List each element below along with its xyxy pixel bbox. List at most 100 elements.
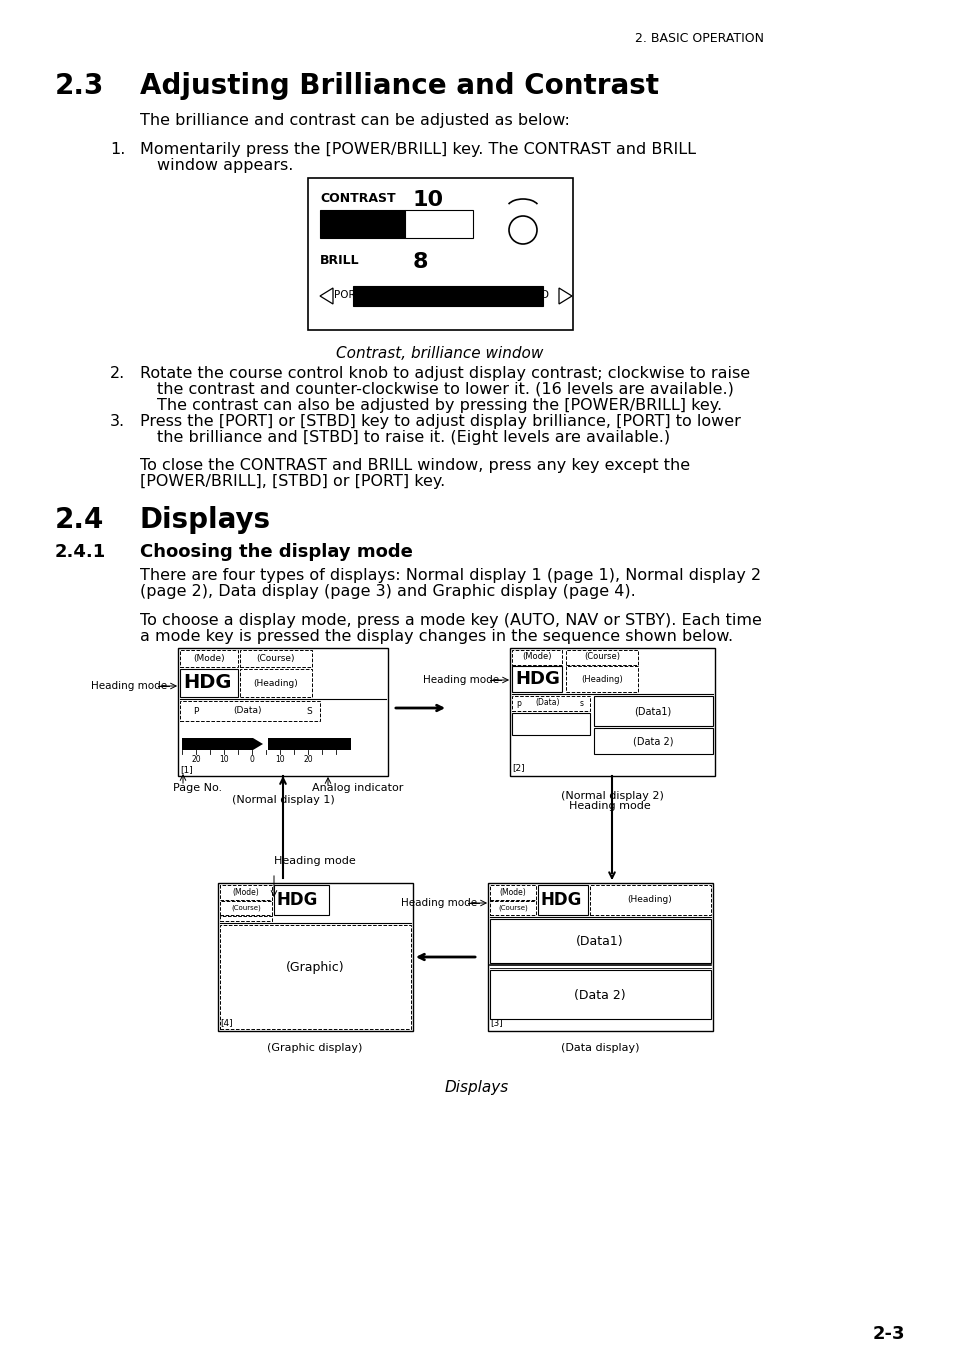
Bar (512, 696, 589, 711)
Text: Heading mode: Heading mode (400, 898, 476, 908)
Text: (Course): (Course) (583, 653, 619, 662)
Text: Heading mode: Heading mode (274, 857, 355, 866)
Text: Adjusting Brilliance and Contrast: Adjusting Brilliance and Contrast (140, 72, 659, 100)
Bar (512, 666, 561, 692)
Text: 2-3: 2-3 (872, 1325, 904, 1343)
Text: (Mode): (Mode) (233, 888, 259, 897)
Polygon shape (182, 738, 263, 750)
Text: a mode key is pressed the display changes in the sequence shown below.: a mode key is pressed the display change… (140, 630, 732, 644)
Bar (220, 916, 272, 921)
Bar (537, 885, 587, 915)
Text: (Data1): (Data1) (634, 707, 671, 716)
Bar (594, 696, 712, 725)
Text: (Graphic display): (Graphic display) (267, 1043, 362, 1052)
Text: (Course): (Course) (231, 905, 260, 912)
Text: Heading mode: Heading mode (91, 681, 167, 690)
Bar (594, 728, 712, 754)
Text: p: p (516, 698, 520, 708)
Text: (Data): (Data) (536, 698, 559, 708)
Text: (Heading): (Heading) (580, 674, 622, 684)
Text: (Heading): (Heading) (627, 896, 672, 905)
Text: Displays: Displays (444, 1079, 509, 1096)
Text: P: P (193, 707, 198, 716)
Text: HDG: HDG (183, 674, 232, 693)
Text: [2]: [2] (512, 763, 524, 773)
Text: There are four types of displays: Normal display 1 (page 1), Normal display 2: There are four types of displays: Normal… (140, 567, 760, 584)
Text: 10: 10 (219, 755, 229, 765)
Text: the contrast and counter-clockwise to lower it. (16 levels are available.): the contrast and counter-clockwise to lo… (157, 382, 733, 397)
Text: STBD: STBD (520, 290, 548, 300)
Bar (308, 178, 573, 330)
Bar (490, 901, 536, 915)
Text: (Mode): (Mode) (521, 653, 551, 662)
Bar (565, 650, 638, 665)
Text: Contrast, brilliance window: Contrast, brilliance window (336, 346, 543, 361)
Bar (512, 713, 589, 735)
Text: CONTRAST: CONTRAST (319, 192, 395, 205)
Bar (490, 885, 536, 900)
Bar (240, 669, 312, 697)
Text: 10: 10 (413, 190, 444, 209)
Bar (490, 970, 710, 1019)
Text: HDG: HDG (515, 670, 559, 688)
Text: 2.: 2. (110, 366, 125, 381)
Text: 2.3: 2.3 (55, 72, 104, 100)
Text: 3.: 3. (110, 413, 125, 430)
Text: BRILL: BRILL (319, 254, 359, 267)
Text: To close the CONTRAST and BRILL window, press any key except the: To close the CONTRAST and BRILL window, … (140, 458, 689, 473)
Text: (Data 2): (Data 2) (574, 989, 625, 1001)
Bar (512, 650, 561, 665)
Text: S: S (306, 707, 312, 716)
Text: Choosing the display mode: Choosing the display mode (140, 543, 413, 561)
Text: 2. BASIC OPERATION: 2. BASIC OPERATION (635, 32, 763, 45)
Text: Heading mode: Heading mode (422, 676, 498, 685)
Bar (220, 885, 272, 900)
Text: (Data display): (Data display) (560, 1043, 639, 1052)
Text: the brilliance and [STBD] to raise it. (Eight levels are available.): the brilliance and [STBD] to raise it. (… (157, 430, 669, 444)
Bar (274, 885, 329, 915)
Text: (Course): (Course) (497, 905, 527, 912)
Text: window appears.: window appears. (157, 158, 294, 173)
Text: Heading mode: Heading mode (569, 801, 650, 811)
Text: 8: 8 (413, 253, 428, 272)
Text: Page No.: Page No. (172, 784, 222, 793)
Text: HDG: HDG (276, 892, 318, 909)
Text: [3]: [3] (490, 1019, 502, 1028)
Text: [1]: [1] (180, 766, 193, 774)
Polygon shape (268, 738, 351, 750)
Text: (page 2), Data display (page 3) and Graphic display (page 4).: (page 2), Data display (page 3) and Grap… (140, 584, 635, 598)
Bar (405, 209, 473, 238)
Text: (Data 2): (Data 2) (632, 736, 673, 746)
Text: (Normal display 1): (Normal display 1) (232, 794, 334, 805)
Bar (353, 286, 542, 305)
Bar (218, 884, 413, 1031)
Text: 1.: 1. (110, 142, 125, 157)
Text: Displays: Displays (140, 507, 271, 534)
Text: s: s (579, 698, 583, 708)
Text: [POWER/BRILL], [STBD] or [PORT] key.: [POWER/BRILL], [STBD] or [PORT] key. (140, 474, 445, 489)
Bar (220, 901, 272, 915)
Bar (490, 919, 710, 963)
Bar (589, 885, 710, 915)
Bar (319, 209, 405, 238)
Text: 20: 20 (191, 755, 200, 765)
Text: 2.4.1: 2.4.1 (55, 543, 106, 561)
Text: (Mode): (Mode) (193, 654, 225, 662)
Bar (220, 925, 411, 1029)
Text: Press the [PORT] or [STBD] key to adjust display brilliance, [PORT] to lower: Press the [PORT] or [STBD] key to adjust… (140, 413, 740, 430)
Text: (Mode): (Mode) (499, 888, 526, 897)
Text: To choose a display mode, press a mode key (AUTO, NAV or STBY). Each time: To choose a display mode, press a mode k… (140, 613, 761, 628)
Text: The brilliance and contrast can be adjusted as below:: The brilliance and contrast can be adjus… (140, 113, 569, 128)
Bar (565, 666, 638, 692)
Text: Rotate the course control knob to adjust display contrast; clockwise to raise: Rotate the course control knob to adjust… (140, 366, 749, 381)
Text: (Data1): (Data1) (576, 935, 623, 947)
Text: 10: 10 (274, 755, 285, 765)
Bar (240, 650, 312, 667)
Text: 0: 0 (250, 755, 254, 765)
Text: 2.4: 2.4 (55, 507, 104, 534)
Bar (180, 669, 237, 697)
Text: (Graphic): (Graphic) (285, 961, 344, 974)
Text: HDG: HDG (540, 892, 581, 909)
Text: (Normal display 2): (Normal display 2) (560, 790, 662, 801)
Bar (488, 884, 712, 1031)
